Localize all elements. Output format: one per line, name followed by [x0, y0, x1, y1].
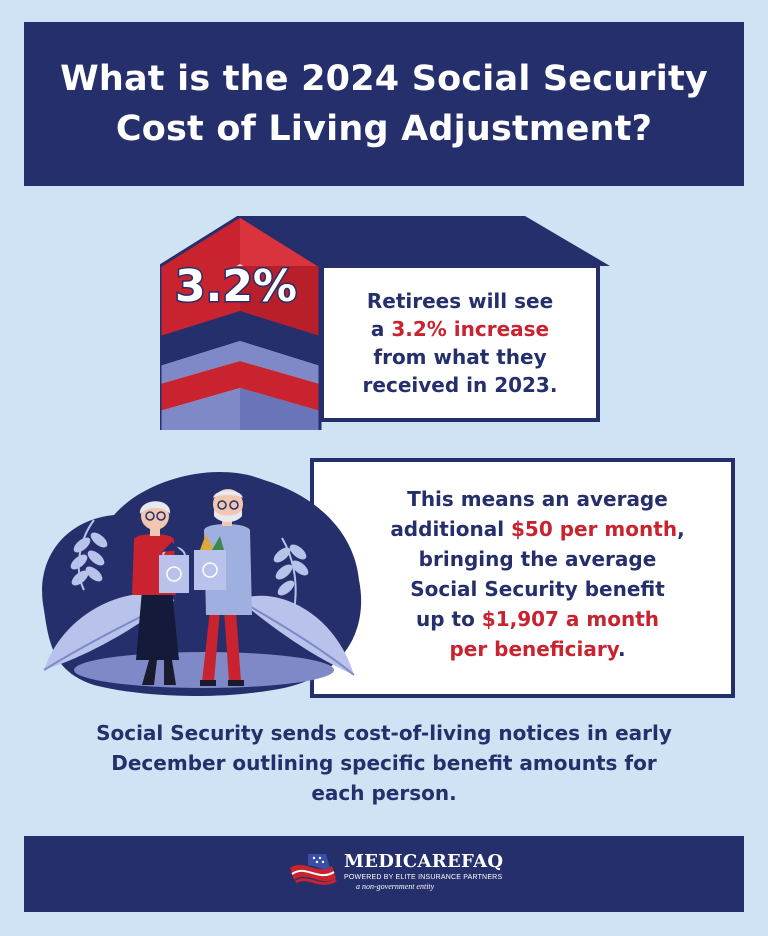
increase-line-2-prefix: a [370, 317, 392, 341]
increase-text: Retirees will see a 3.2% increase from w… [363, 287, 558, 399]
senior-man-figure [194, 489, 252, 686]
percent-increase-label: 3.2% [173, 260, 298, 313]
footer-banner: MEDICAREFAQ POWERED BY ELITE INSURANCE P… [24, 836, 744, 912]
increase-highlight: 3.2% increase [391, 317, 550, 341]
brand-tagline: POWERED BY ELITE INSURANCE PARTNERS [344, 874, 503, 881]
benefit-line-5-prefix: up to [416, 607, 482, 631]
per-beneficiary-highlight: per beneficiary [449, 637, 618, 661]
increase-line-3: from what they [373, 345, 547, 369]
increase-line-4: received in 2023. [362, 373, 558, 397]
medicarefaq-logo: MEDICAREFAQ POWERED BY ELITE INSURANCE P… [286, 846, 506, 902]
increase-line-1: Retirees will see [366, 289, 554, 313]
monthly-increase-highlight: $50 per month [511, 517, 678, 541]
benefit-line-1: This means an average [407, 487, 668, 511]
seniors-with-recycling-bags-illustration [42, 472, 362, 696]
senior-woman-figure [132, 501, 189, 685]
benefit-line-6-suffix: . [617, 637, 626, 661]
benefit-info-box: This means an average additional $50 per… [310, 458, 735, 698]
title-banner: What is the 2024 Social Security Cost of… [24, 22, 744, 186]
increase-info-box: Retirees will see a 3.2% increase from w… [320, 264, 600, 422]
cola-notice-text: Social Security sends cost-of-living not… [40, 718, 728, 808]
benefit-text: This means an average additional $50 per… [354, 484, 721, 664]
note-line-2: December outlining specific benefit amou… [111, 751, 657, 775]
brand-disclaimer: a non-government entity [356, 882, 435, 891]
title-line-2: Cost of Living Adjustment? [115, 109, 653, 149]
title-line-1: What is the 2024 Social Security [60, 59, 708, 99]
note-line-3: each person. [311, 781, 457, 805]
note-line-1: Social Security sends cost-of-living not… [96, 721, 672, 745]
benefit-line-2-prefix: additional [390, 517, 512, 541]
american-flag-logo-icon [290, 854, 337, 885]
brand-name: MEDICAREFAQ [344, 851, 504, 872]
average-benefit-highlight: $1,907 a month [481, 607, 659, 631]
benefit-line-4: Social Security benefit [410, 577, 665, 601]
page-title: What is the 2024 Social Security Cost of… [60, 54, 708, 154]
rising-arrow-graphic [160, 216, 610, 430]
benefit-line-3: bringing the average [418, 547, 657, 571]
benefit-line-2-suffix: , [677, 517, 685, 541]
